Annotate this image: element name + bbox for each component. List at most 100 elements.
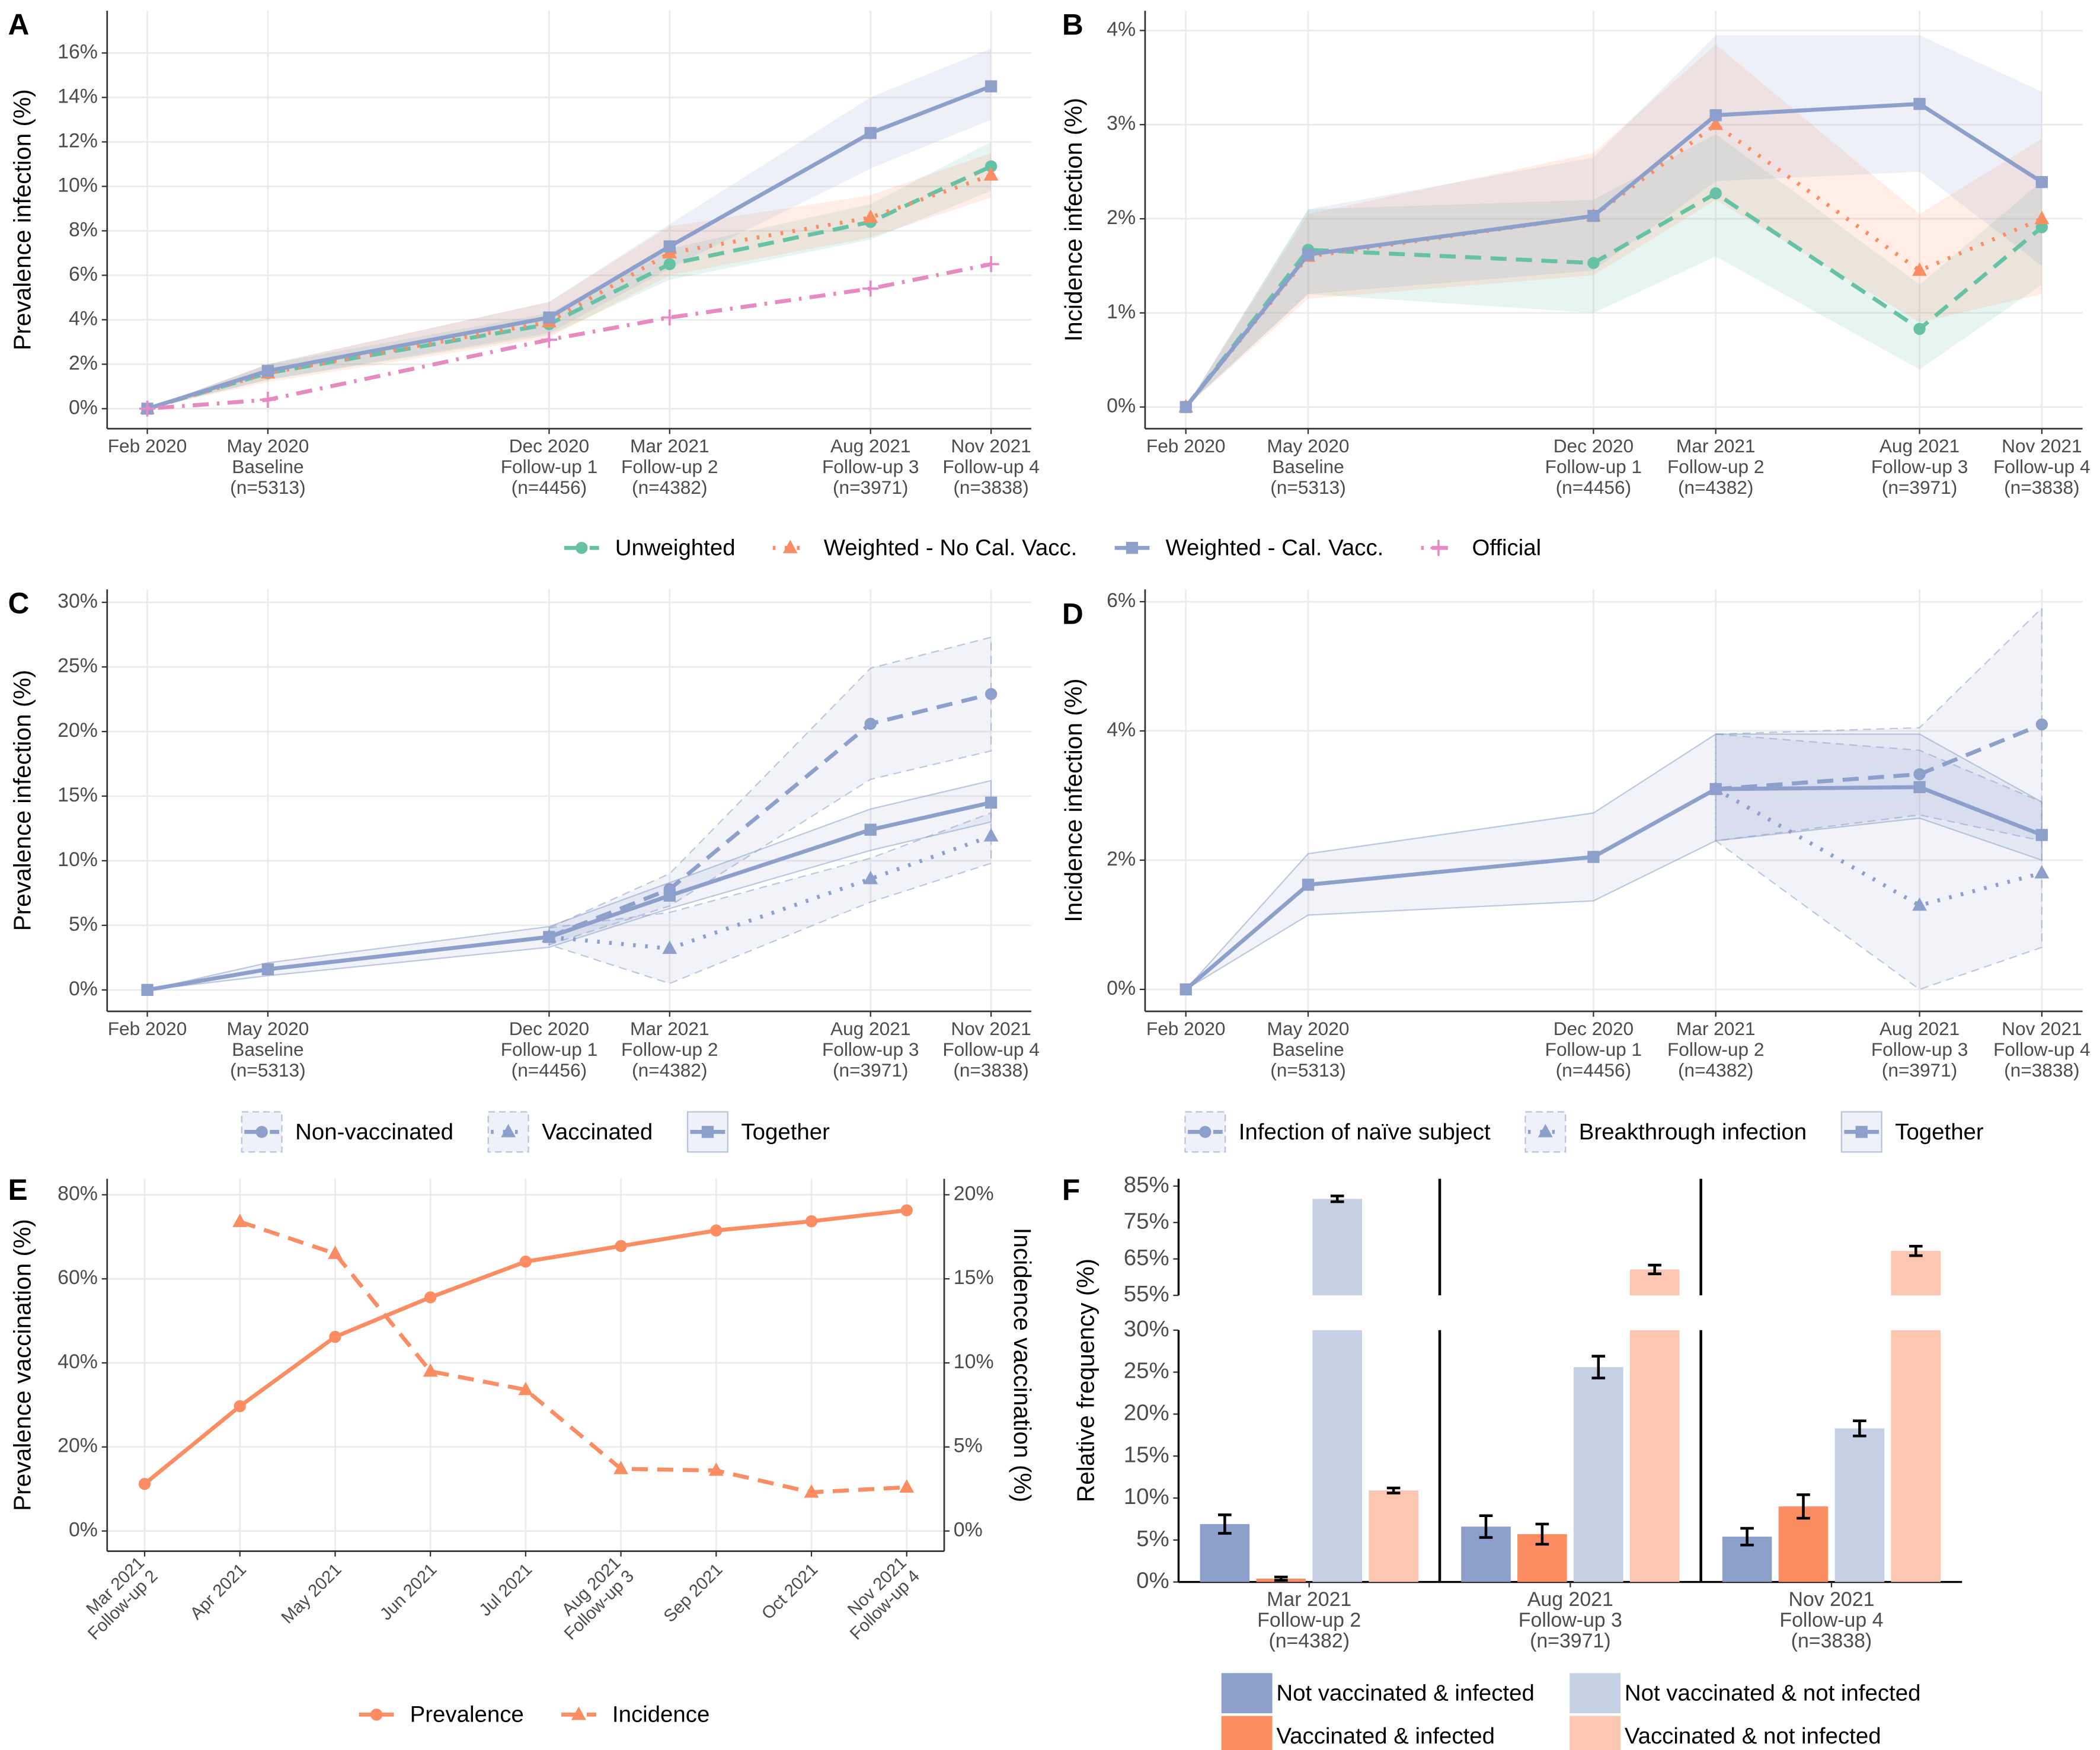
marker [864, 717, 877, 730]
x-tick-label: Follow-up 1 [1545, 1039, 1642, 1060]
ribbon [147, 153, 992, 409]
x-tick-label: Nov 2021 [1788, 1588, 1874, 1611]
marker [543, 931, 555, 943]
marker [985, 160, 998, 173]
line [1184, 191, 2044, 408]
marker [423, 1363, 438, 1377]
x-tick-label: (n=4456) [512, 477, 587, 498]
line [239, 1219, 907, 1494]
marker [370, 1709, 383, 1721]
x-tick-label: Follow-up 2 [1667, 456, 1764, 477]
y-tick-label: 12% [57, 129, 98, 152]
legend-item: Unweighted [564, 535, 736, 561]
error-bar [1535, 1522, 1549, 1546]
x-tick-label: Mar 2021 [630, 435, 709, 456]
error-bar [1274, 1575, 1288, 1582]
y-tick-label: 2% [1107, 848, 1136, 870]
y-tick-label: 5% [69, 913, 98, 935]
marker [1709, 783, 1722, 796]
error-bar [1591, 1355, 1606, 1379]
bar [1629, 1330, 1680, 1582]
marker [260, 391, 276, 408]
marker [1912, 897, 1927, 911]
axis-title: Incidence vaccination (%) [1009, 1228, 1036, 1502]
x-tick-label: (n=4456) [512, 1059, 587, 1081]
marker [613, 1461, 629, 1474]
marker [1587, 210, 1600, 222]
error-bar [1330, 1195, 1344, 1203]
y-tick-label: 14% [57, 85, 98, 107]
x-tick-label: Feb 2020 [1146, 1018, 1226, 1039]
marker [985, 796, 998, 809]
y-tick-label: 25% [57, 654, 98, 677]
y-tick-label: 0% [69, 978, 98, 1000]
line [1184, 785, 2043, 991]
x-tick-label: (n=3838) [953, 1059, 1028, 1081]
x-tick-label: Dec 2020 [509, 435, 589, 456]
y2-tick-label: 15% [954, 1266, 994, 1289]
legend-item: Prevalence [359, 1702, 524, 1727]
legend-item: Together [1840, 1111, 1984, 1153]
marker [543, 311, 555, 324]
x-tick-label: May 2020 [1267, 1018, 1350, 1039]
y-tick-label: 0% [1136, 1568, 1169, 1593]
x-tick-label: May 2020 [1267, 435, 1350, 456]
y-tick-label: 20% [57, 1435, 98, 1457]
marker [234, 1400, 246, 1413]
x-tick-label: Follow-up 2 [621, 1039, 718, 1060]
x-tick-label: Mar 2021 [1267, 1588, 1351, 1611]
legend-label: Official [1472, 535, 1541, 561]
y-tick-label: 4% [1107, 18, 1136, 40]
x-tick-label: (n=3838) [2004, 477, 2079, 498]
marker [663, 240, 676, 253]
marker [1709, 187, 1722, 200]
marker [571, 1706, 586, 1720]
panel-label: E [8, 1173, 28, 1206]
ribbon [548, 636, 992, 946]
y2-tick-label: 20% [954, 1182, 994, 1205]
marker [615, 1240, 627, 1253]
bar [1369, 1490, 1418, 1582]
y-tick-label: 6% [1107, 589, 1136, 612]
x-tick-label: Follow-up 3 [1871, 456, 1968, 477]
legend-label: Incidence [612, 1702, 709, 1727]
x-tick-label: Aug 2021 [1527, 1588, 1613, 1611]
y-tick-label: 4% [1107, 718, 1136, 741]
y-tick-label: 20% [57, 719, 98, 742]
error-bar [1218, 1513, 1232, 1535]
x-tick-label: May 2020 [226, 1018, 309, 1039]
marker [708, 1462, 724, 1476]
marker [899, 1479, 915, 1493]
x-tick-label: (n=5313) [230, 477, 305, 498]
marker [2035, 829, 2048, 841]
panel-label: C [8, 587, 30, 620]
legend-label: Unweighted [615, 535, 736, 561]
legend-key [1570, 1673, 1621, 1714]
x-tick-label: Feb 2020 [1146, 435, 1226, 456]
marker [661, 309, 678, 326]
marker [139, 400, 156, 417]
marker [1913, 768, 1926, 781]
x-tick-label: (n=4456) [1556, 477, 1631, 498]
legend-label: Vaccinated & infected [1276, 1723, 1495, 1749]
marker [232, 1213, 248, 1227]
marker [864, 127, 877, 139]
marker [983, 256, 999, 273]
x-tick-label: (n=5313) [1270, 1059, 1345, 1081]
x-tick-label: Follow-up 4 [1993, 1039, 2090, 1060]
x-tick-label: Aug 2021 [1880, 435, 1960, 456]
y-tick-label: 10% [57, 848, 98, 871]
ribbon [1185, 134, 2042, 407]
x-tick-label: Nov 2021 [951, 435, 1031, 456]
axis-title: Relative frequency (%) [1072, 1259, 1099, 1502]
x-tick-label: Follow-up 4 [942, 456, 1039, 477]
y-tick-label: 0% [69, 396, 98, 419]
legend-label: Breakthrough infection [1579, 1119, 1807, 1145]
legend-label: Not vaccinated & not infected [1625, 1681, 1921, 1706]
x-tick-label: Baseline [232, 456, 303, 477]
bar [1834, 1428, 1885, 1582]
legend-label: Not vaccinated & infected [1276, 1681, 1535, 1706]
panel-label: A [8, 8, 30, 41]
x-tick-label: (n=4456) [1556, 1059, 1631, 1081]
